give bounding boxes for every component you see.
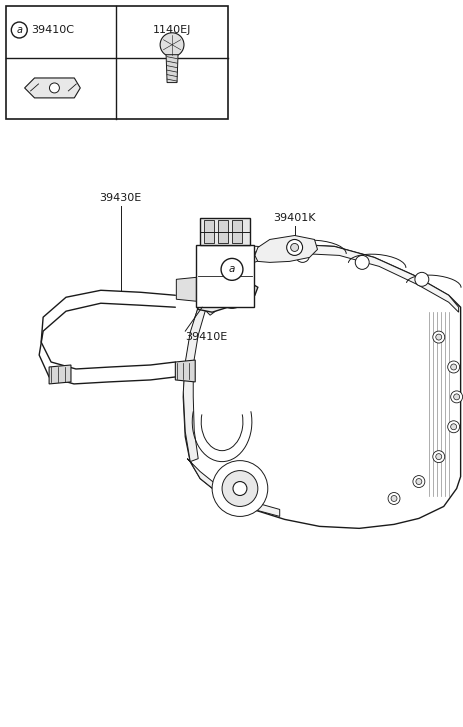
Polygon shape — [183, 270, 225, 462]
Circle shape — [295, 249, 309, 262]
Text: 39430E: 39430E — [100, 193, 142, 203]
Polygon shape — [200, 262, 244, 316]
Text: 39410E: 39410E — [185, 332, 227, 342]
Bar — [218, 220, 227, 244]
Bar — [232, 220, 241, 244]
Circle shape — [447, 361, 459, 373]
Circle shape — [286, 239, 302, 255]
Circle shape — [450, 424, 456, 430]
Circle shape — [390, 496, 396, 502]
Polygon shape — [197, 281, 257, 312]
Circle shape — [232, 481, 246, 496]
Polygon shape — [200, 244, 457, 312]
Circle shape — [220, 258, 243, 281]
Polygon shape — [183, 244, 460, 529]
Circle shape — [290, 244, 298, 252]
Text: a: a — [16, 25, 22, 35]
Circle shape — [236, 257, 250, 271]
Polygon shape — [25, 78, 80, 98]
Circle shape — [387, 492, 399, 505]
Text: 39410C: 39410C — [31, 25, 74, 35]
Bar — [6, 7, 227, 119]
Circle shape — [435, 334, 441, 340]
Circle shape — [412, 475, 424, 488]
Circle shape — [222, 470, 257, 507]
Circle shape — [218, 281, 245, 308]
Circle shape — [212, 461, 267, 516]
Polygon shape — [196, 246, 253, 308]
Circle shape — [450, 364, 456, 370]
Circle shape — [415, 478, 421, 484]
Text: 1140EJ: 1140EJ — [152, 25, 191, 35]
Polygon shape — [254, 236, 317, 262]
Circle shape — [224, 286, 239, 302]
Text: a: a — [228, 265, 235, 274]
Circle shape — [450, 391, 462, 403]
Circle shape — [432, 331, 444, 343]
Polygon shape — [175, 360, 195, 382]
Circle shape — [453, 394, 459, 400]
Polygon shape — [187, 459, 279, 516]
Circle shape — [50, 83, 59, 93]
Polygon shape — [200, 217, 250, 246]
Circle shape — [435, 454, 441, 459]
Circle shape — [432, 451, 444, 462]
Bar — [204, 220, 213, 244]
Circle shape — [11, 22, 27, 38]
Polygon shape — [49, 365, 71, 384]
Circle shape — [447, 421, 459, 433]
Circle shape — [160, 33, 184, 57]
Circle shape — [414, 273, 428, 286]
Polygon shape — [176, 277, 196, 301]
Polygon shape — [166, 55, 178, 83]
Text: 39401K: 39401K — [273, 212, 315, 222]
Circle shape — [355, 255, 369, 270]
